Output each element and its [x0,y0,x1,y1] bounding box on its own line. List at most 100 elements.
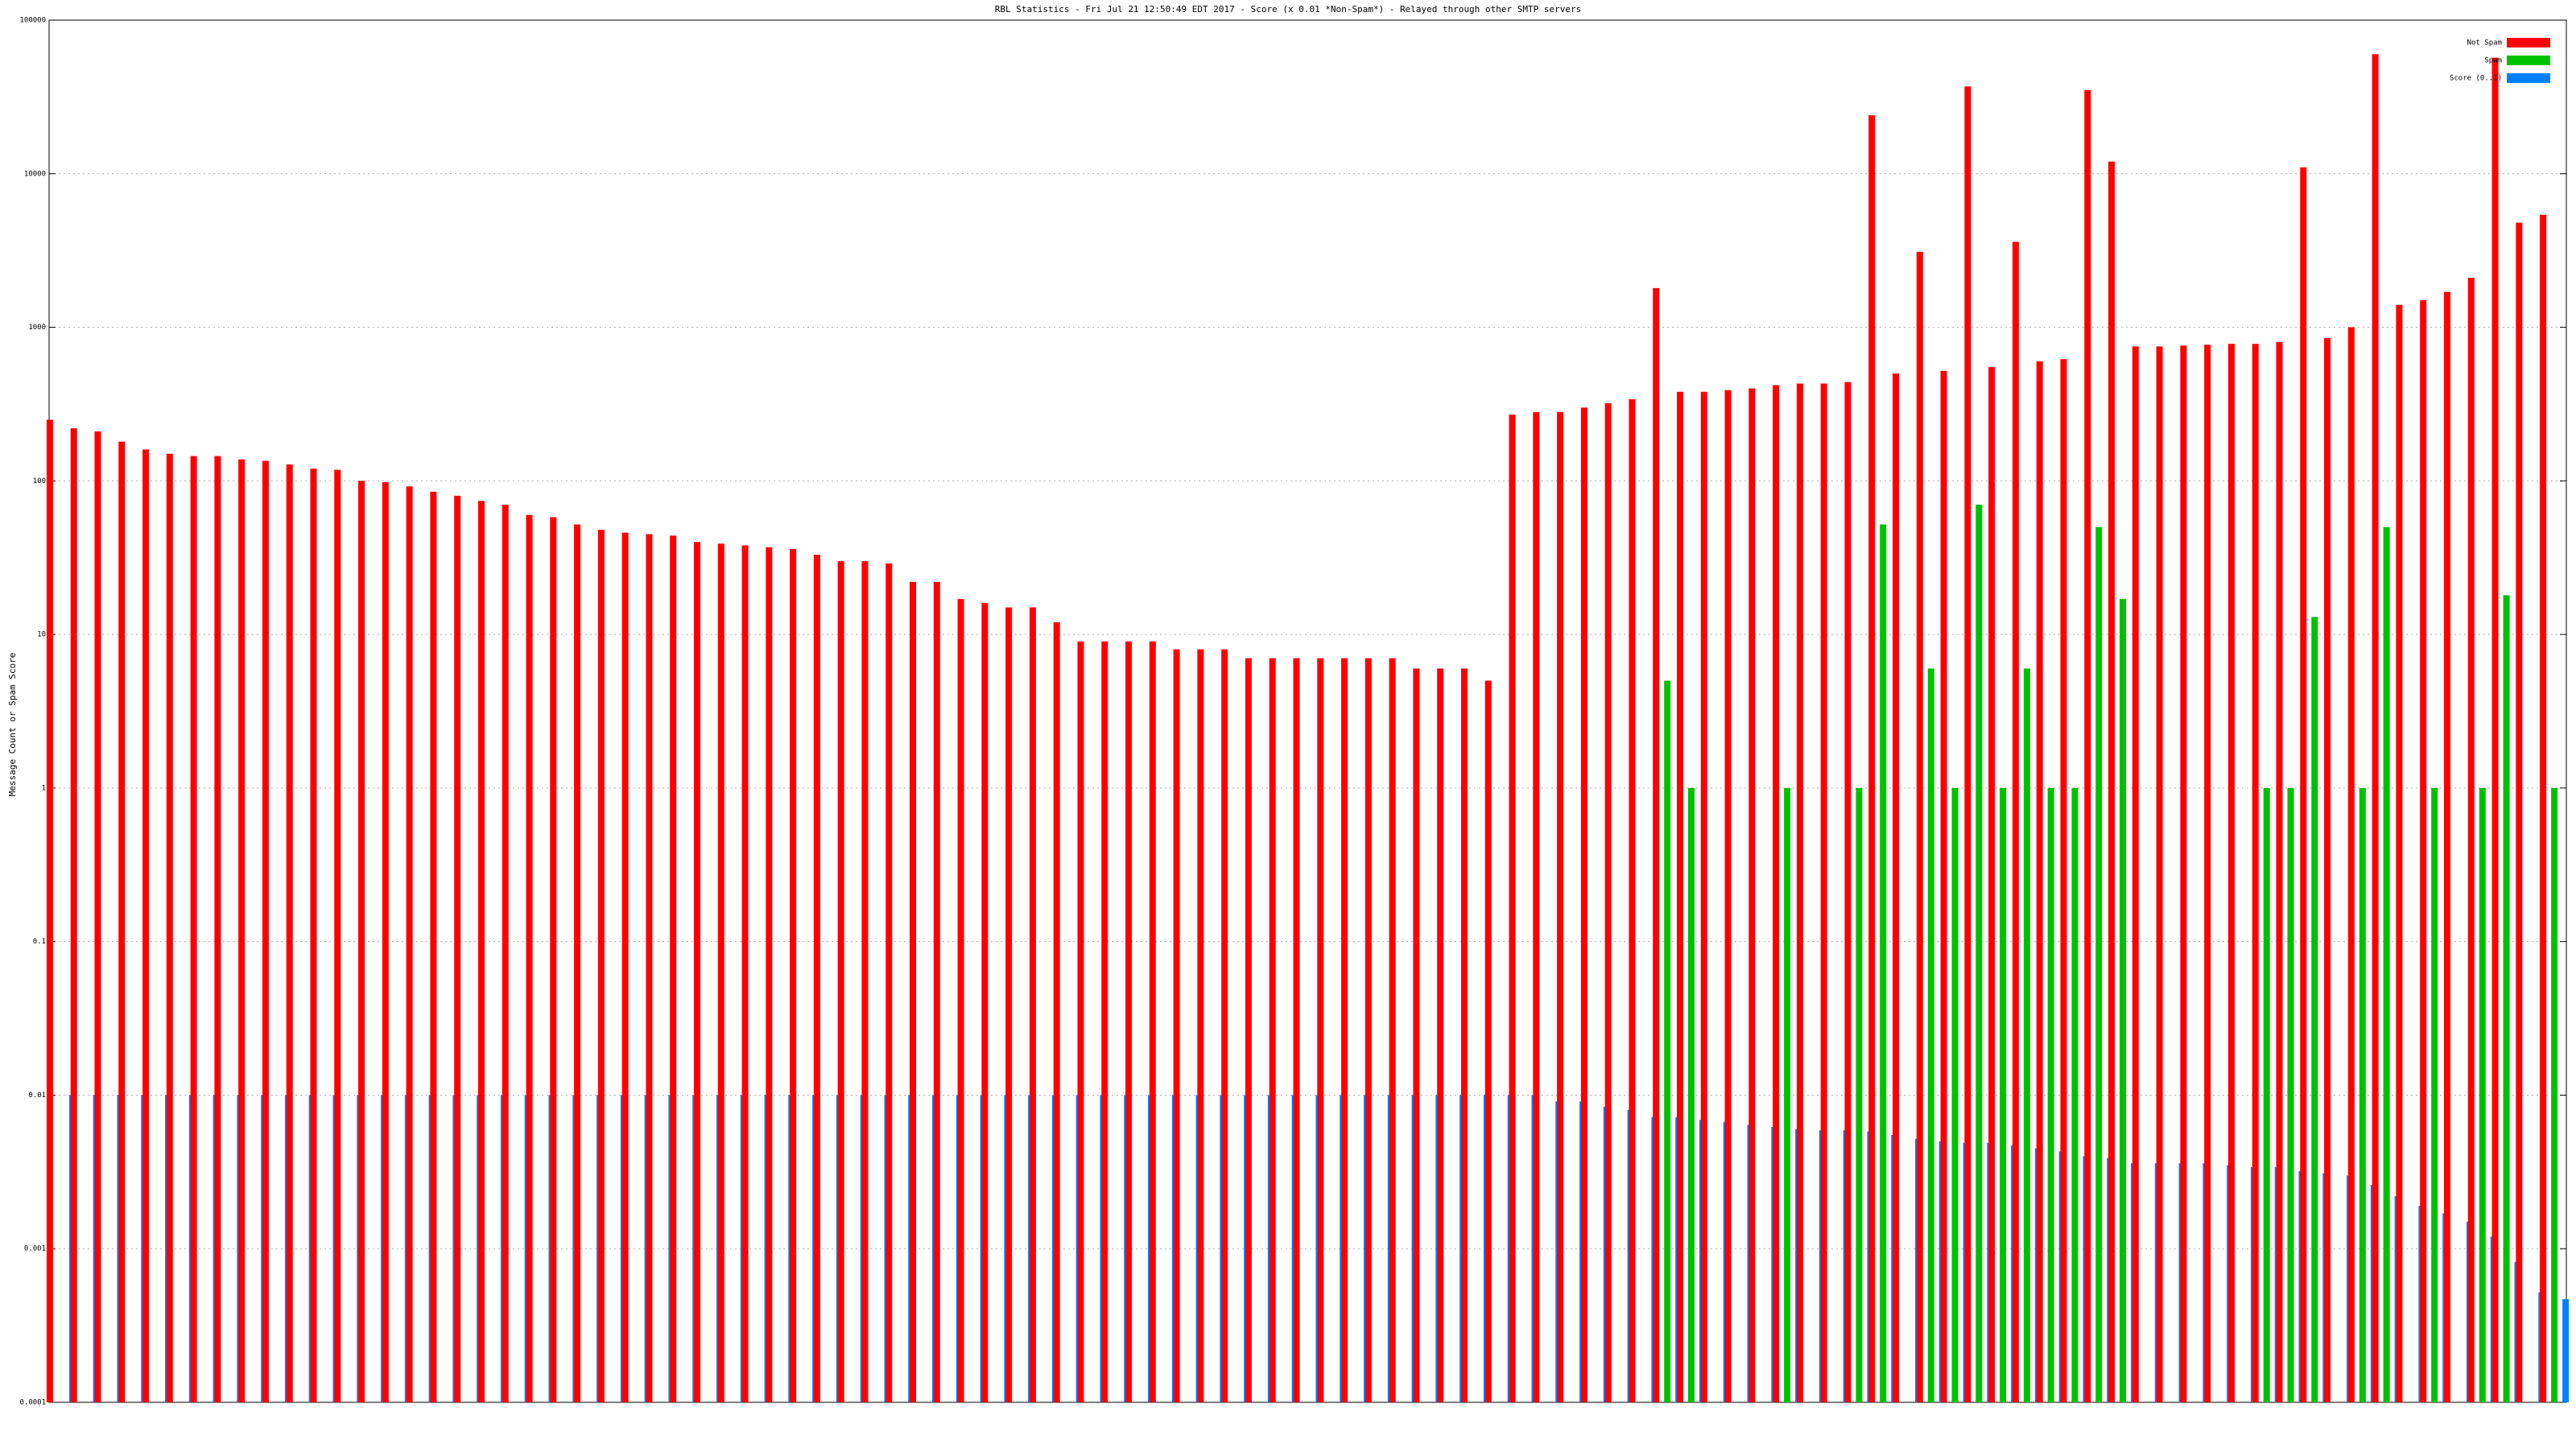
bar [2479,787,2486,1402]
bar [2300,167,2307,1402]
y-tick-label: 0.1 [33,938,46,946]
bar [717,543,724,1402]
bar [286,464,293,1402]
y-tick-label: 1000 [28,324,46,332]
bar [1245,658,1252,1402]
bar [1687,787,1695,1402]
bar [2204,345,2211,1403]
legend-label: Spam [2484,57,2502,65]
bar [1927,668,1934,1402]
bar [1413,668,1420,1402]
y-tick-label: 100 [33,477,46,485]
bar [2540,214,2547,1403]
bar [502,504,509,1402]
bar [933,581,940,1402]
bar [1700,391,1707,1402]
bar [1533,412,1540,1402]
bar [693,542,700,1402]
bar [2551,787,2558,1402]
bar [1773,385,1780,1403]
legend-swatch [2507,73,2550,83]
bar [2060,359,2067,1402]
bar [1101,641,1108,1402]
bar [190,456,197,1403]
bar [526,514,533,1402]
bar [1964,86,1971,1402]
bar [2047,787,2054,1402]
bar [1293,658,1300,1402]
bar [1893,373,1900,1403]
bar [574,524,581,1402]
bar [1437,668,1444,1402]
bar [1341,658,1348,1402]
bar [2180,345,2187,1402]
bar [2023,668,2030,1402]
y-axis-label: Message Count or Spam Score [7,653,18,797]
bar [1509,415,1516,1402]
bar [597,530,605,1402]
bar [1604,402,1612,1403]
bar [2324,338,2331,1402]
bar [166,453,173,1402]
bar [1221,649,1228,1402]
bar [1364,658,1372,1402]
bar [1149,641,1156,1402]
bar [2263,787,2270,1402]
bar [2084,89,2091,1402]
bar [1796,383,1803,1402]
bar [1880,524,1887,1402]
legend-swatch [2507,56,2550,65]
legend-label: Not Spam [2467,39,2502,47]
bar [621,532,629,1402]
bar [1197,649,1204,1402]
bar [334,469,341,1402]
bar [1856,787,1863,1402]
y-tick-label: 1 [42,784,46,792]
y-tick-label: 0.01 [28,1092,46,1100]
y-tick-label: 0.001 [24,1245,46,1253]
bar [2491,57,2499,1403]
bar [406,486,413,1402]
bar [1676,391,1683,1402]
bar [2467,278,2475,1403]
bar [1005,607,1013,1402]
bar [477,501,485,1402]
bar [910,581,917,1402]
bar [454,495,461,1403]
bar [1053,622,1060,1402]
bar [2071,787,2079,1402]
bar [142,449,150,1402]
bar [310,469,317,1402]
bar [2347,327,2355,1402]
bar [2156,346,2163,1402]
bar [214,456,221,1403]
bar [1940,370,1947,1402]
bar [1389,658,1396,1402]
bar [2383,526,2390,1402]
bar [1077,641,1084,1402]
bar [430,491,437,1403]
bar [1269,658,1276,1402]
bar [1629,398,1636,1402]
bar [382,482,389,1402]
y-tick-label: 10000 [24,170,46,178]
bar [2012,242,2019,1402]
bar [2120,599,2127,1402]
bar [1784,787,1791,1402]
bar [813,555,820,1402]
bar [886,563,893,1402]
bar [1460,668,1468,1402]
bar [94,431,101,1402]
bar [2132,346,2139,1402]
bar [358,481,365,1403]
bar [957,599,964,1402]
chart-title: RBL Statistics - Fri Jul 21 12:50:49 EDT… [995,4,1581,14]
bar [861,561,869,1403]
bar [1125,641,1133,1402]
bar [981,603,989,1402]
bar [238,459,246,1403]
bar [837,561,844,1403]
bar [2108,161,2116,1402]
bar [2252,344,2259,1403]
